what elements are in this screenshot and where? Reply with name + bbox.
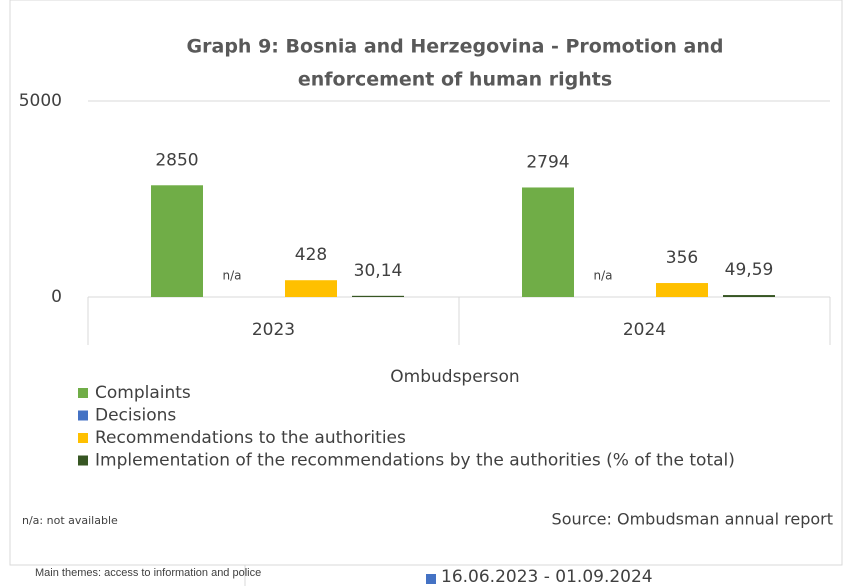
legend-swatch xyxy=(78,410,88,421)
legend-swatch xyxy=(78,433,88,443)
x-tick-label: 2024 xyxy=(623,320,666,340)
bar xyxy=(522,187,574,297)
source: Source: Ombudsman annual report xyxy=(552,510,833,529)
x-axis-label: Ombudsperson xyxy=(390,367,519,387)
data-label: 2794 xyxy=(526,152,569,172)
legend-label: Implementation of the recommendations by… xyxy=(95,451,735,471)
x-tick-label: 2023 xyxy=(252,320,295,340)
legend-label: Recommendations to the authorities xyxy=(95,428,406,448)
data-label: 428 xyxy=(295,245,327,265)
data-label: n/a xyxy=(222,269,241,283)
legend-label: Decisions xyxy=(95,406,176,426)
data-label: 2850 xyxy=(155,150,198,170)
chart-frame xyxy=(9,0,843,566)
legend-swatch xyxy=(426,574,436,584)
legend-label: 16.06.2023 - 01.09.2024 xyxy=(441,567,653,586)
data-label: 30,14 xyxy=(354,261,403,281)
data-label: n/a xyxy=(593,269,612,283)
data-label: 356 xyxy=(666,248,698,268)
bar xyxy=(285,280,337,297)
note: n/a: not available xyxy=(22,514,118,527)
legend-label: Complaints xyxy=(95,383,191,403)
legend-swatch xyxy=(78,388,88,398)
legend-swatch xyxy=(78,455,88,466)
bar xyxy=(151,185,203,297)
bar xyxy=(723,295,775,297)
bar xyxy=(656,283,708,297)
data-label: 49,59 xyxy=(725,260,774,280)
y-tick-label: 0 xyxy=(51,287,62,307)
chart-title: Graph 9: Bosnia and Herzegovina - Promot… xyxy=(187,36,724,58)
footer: Main themes: access to information and p… xyxy=(35,567,261,579)
chart-title: enforcement of human rights xyxy=(298,69,612,91)
y-tick-label: 5000 xyxy=(19,91,62,111)
bar xyxy=(352,295,404,297)
